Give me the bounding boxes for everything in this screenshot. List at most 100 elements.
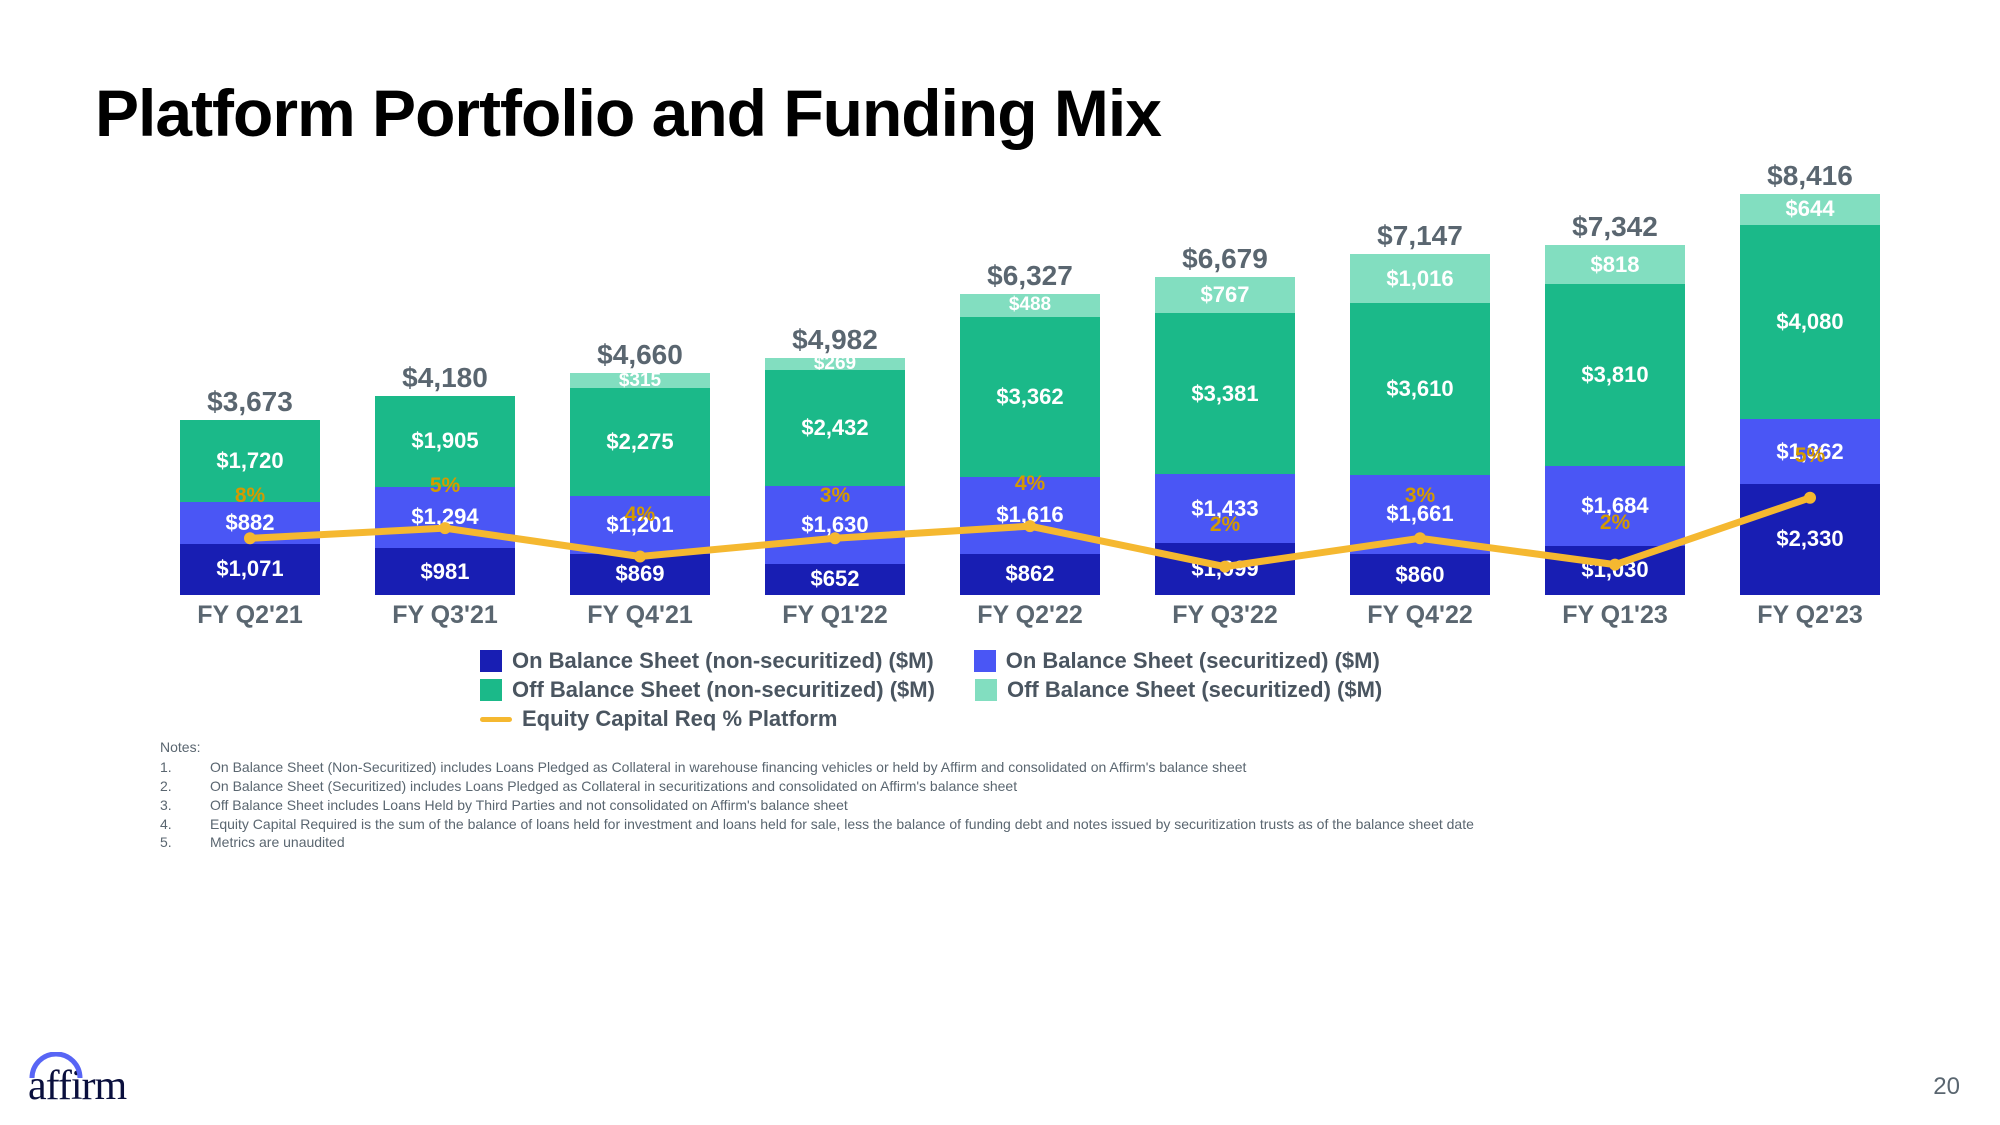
x-axis-label: FY Q3'21 — [375, 601, 515, 630]
bar-group: $4,660$869$1,201$2,275$315 — [570, 373, 710, 595]
bar-segment-off-bs-sec: $269 — [765, 358, 905, 371]
line-pct-label: 8% — [235, 484, 265, 508]
bar-total-label: $6,679 — [1155, 243, 1295, 275]
bar-total-label: $4,982 — [765, 324, 905, 356]
line-pct-label: 3% — [820, 484, 850, 508]
bar-segment-off-bs-nonsec: $3,610 — [1350, 303, 1490, 475]
bar-segment-off-bs-nonsec: $1,905 — [375, 396, 515, 487]
line-pct-label: 2% — [1210, 513, 1240, 537]
bar-group: $6,327$862$1,616$3,362$488 — [960, 294, 1100, 596]
chart-container: $3,673$1,071$882$1,720$4,180$981$1,294$1… — [180, 190, 1880, 630]
bar-segment-off-bs-sec: $315 — [570, 373, 710, 388]
bar-stack: $2,330$1,362$4,080$644 — [1740, 194, 1880, 595]
bar-segment-off-bs-nonsec: $3,381 — [1155, 313, 1295, 474]
page-title: Platform Portfolio and Funding Mix — [95, 75, 1161, 151]
x-axis-label: FY Q2'21 — [180, 601, 320, 630]
bar-segment-on-bs-nonsec: $981 — [375, 548, 515, 595]
x-axis-label: FY Q2'23 — [1740, 601, 1880, 630]
line-pct-label: 5% — [430, 474, 460, 498]
bar-segment-on-bs-nonsec: $2,330 — [1740, 484, 1880, 595]
legend-label: Equity Capital Req % Platform — [522, 706, 837, 732]
bar-segment-on-bs-nonsec: $869 — [570, 554, 710, 595]
note-number: 5. — [160, 833, 210, 852]
note-row: 2.On Balance Sheet (Securitized) include… — [160, 777, 1474, 796]
bar-group: $8,416$2,330$1,362$4,080$644 — [1740, 194, 1880, 595]
note-number: 2. — [160, 777, 210, 796]
note-row: 4.Equity Capital Required is the sum of … — [160, 815, 1474, 834]
bar-total-label: $6,327 — [960, 260, 1100, 292]
bar-segment-off-bs-nonsec: $4,080 — [1740, 225, 1880, 419]
legend-label: On Balance Sheet (securitized) ($M) — [1006, 648, 1380, 674]
notes-title: Notes: — [160, 738, 1474, 757]
bar-total-label: $7,147 — [1350, 220, 1490, 252]
line-pct-label: 3% — [1405, 484, 1435, 508]
bar-group: $7,342$1,030$1,684$3,810$818 — [1545, 245, 1685, 595]
note-number: 1. — [160, 758, 210, 777]
note-row: 1.On Balance Sheet (Non-Securitized) inc… — [160, 758, 1474, 777]
legend-label: Off Balance Sheet (non-securitized) ($M) — [512, 677, 935, 703]
x-axis-label: FY Q3'22 — [1155, 601, 1295, 630]
note-number: 4. — [160, 815, 210, 834]
bar-stack: $869$1,201$2,275$315 — [570, 373, 710, 595]
x-axis-label: FY Q1'23 — [1545, 601, 1685, 630]
bar-segment-off-bs-sec: $488 — [960, 294, 1100, 317]
notes-section: Notes: 1.On Balance Sheet (Non-Securitiz… — [160, 738, 1474, 852]
bar-stack: $1,030$1,684$3,810$818 — [1545, 245, 1685, 595]
legend: On Balance Sheet (non-securitized) ($M) … — [480, 648, 1422, 735]
x-axis: FY Q2'21 FY Q3'21 FY Q4'21 FY Q1'22 FY Q2'22… — [180, 601, 1880, 630]
bar-segment-on-bs-nonsec: $1,099 — [1155, 543, 1295, 595]
bar-group: $6,679$1,099$1,433$3,381$767 — [1155, 277, 1295, 595]
bar-segment-off-bs-sec: $1,016 — [1350, 254, 1490, 302]
note-text: On Balance Sheet (Non-Securitized) inclu… — [210, 758, 1246, 777]
legend-swatch — [480, 650, 502, 672]
x-axis-label: FY Q4'22 — [1350, 601, 1490, 630]
legend-item-off-bs-sec: Off Balance Sheet (securitized) ($M) — [975, 677, 1382, 703]
note-row: 5.Metrics are unaudited — [160, 833, 1474, 852]
bar-stack: $860$1,661$3,610$1,016 — [1350, 254, 1490, 595]
x-axis-label: FY Q4'21 — [570, 601, 710, 630]
bar-segment-on-bs-nonsec: $652 — [765, 564, 905, 595]
bar-total-label: $3,673 — [180, 386, 320, 418]
bar-segment-off-bs-nonsec: $3,810 — [1545, 284, 1685, 466]
x-axis-label: FY Q1'22 — [765, 601, 905, 630]
note-text: Equity Capital Required is the sum of th… — [210, 815, 1474, 834]
bar-segment-off-bs-nonsec: $2,432 — [765, 370, 905, 486]
legend-line-swatch — [480, 717, 512, 722]
bar-segment-on-bs-nonsec: $862 — [960, 554, 1100, 595]
note-text: On Balance Sheet (Securitized) includes … — [210, 777, 1017, 796]
line-pct-label: 4% — [1015, 472, 1045, 496]
legend-label: On Balance Sheet (non-securitized) ($M) — [512, 648, 934, 674]
bar-segment-off-bs-nonsec: $3,362 — [960, 317, 1100, 477]
legend-item-on-bs-nonsec: On Balance Sheet (non-securitized) ($M) — [480, 648, 934, 674]
legend-swatch — [974, 650, 996, 672]
note-text: Off Balance Sheet includes Loans Held by… — [210, 796, 848, 815]
bar-total-label: $4,660 — [570, 339, 710, 371]
line-pct-label: 2% — [1600, 511, 1630, 535]
bar-segment-on-bs-nonsec: $1,071 — [180, 544, 320, 595]
bar-stack: $862$1,616$3,362$488 — [960, 294, 1100, 596]
legend-row-2: Off Balance Sheet (non-securitized) ($M)… — [480, 677, 1422, 703]
bar-stack: $652$1,630$2,432$269 — [765, 358, 905, 595]
x-axis-label: FY Q2'22 — [960, 601, 1100, 630]
legend-row-1: On Balance Sheet (non-securitized) ($M) … — [480, 648, 1422, 674]
note-number: 3. — [160, 796, 210, 815]
line-pct-label: 5% — [1795, 444, 1825, 468]
legend-swatch — [480, 679, 502, 701]
legend-label: Off Balance Sheet (securitized) ($M) — [1007, 677, 1382, 703]
legend-item-equity-line: Equity Capital Req % Platform — [480, 706, 837, 732]
note-row: 3.Off Balance Sheet includes Loans Held … — [160, 796, 1474, 815]
logo-arc-icon — [28, 1052, 84, 1080]
note-text: Metrics are unaudited — [210, 833, 345, 852]
bar-total-label: $7,342 — [1545, 211, 1685, 243]
bar-segment-off-bs-sec: $767 — [1155, 277, 1295, 314]
page-number: 20 — [1933, 1073, 1960, 1101]
legend-swatch — [975, 679, 997, 701]
bar-segment-off-bs-sec: $644 — [1740, 194, 1880, 225]
legend-item-off-bs-nonsec: Off Balance Sheet (non-securitized) ($M) — [480, 677, 935, 703]
bar-group: $4,982$652$1,630$2,432$269 — [765, 358, 905, 595]
company-logo: affirm — [28, 1062, 126, 1110]
bar-segment-off-bs-nonsec: $2,275 — [570, 388, 710, 496]
bar-segment-on-bs-nonsec: $860 — [1350, 554, 1490, 595]
bar-total-label: $8,416 — [1740, 160, 1880, 192]
bar-group: $7,147$860$1,661$3,610$1,016 — [1350, 254, 1490, 595]
